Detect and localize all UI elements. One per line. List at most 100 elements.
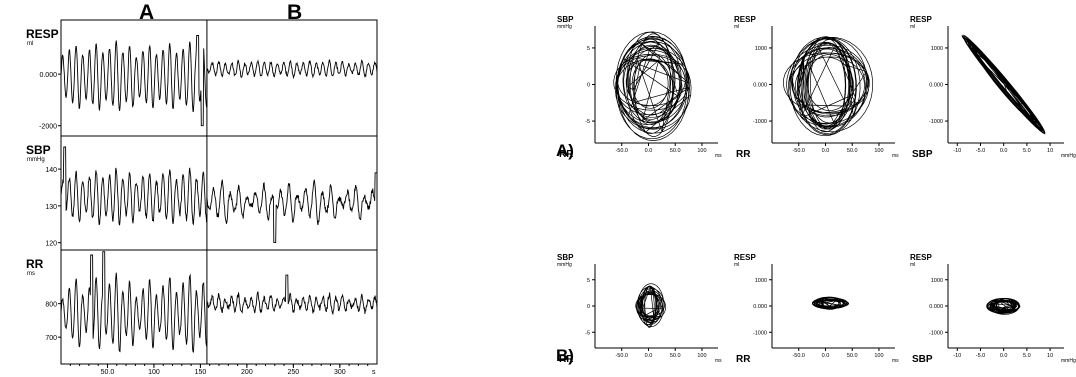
x-tick-label: 300 <box>334 369 346 376</box>
y-tick-label: 700 <box>45 335 57 342</box>
y-tick-label: 0.000 <box>929 304 943 310</box>
y-tick-label: -1000 <box>929 119 943 125</box>
plot-yunit: mmHg <box>557 262 572 268</box>
plot-xunit: ms <box>892 153 899 159</box>
y-tick-label: 1000 <box>931 278 943 284</box>
y-tick-label: -2000 <box>39 124 57 131</box>
section-label-b: B <box>287 1 302 24</box>
plot-yunit: ml <box>734 262 739 268</box>
x-tick-label: -10 <box>953 148 961 154</box>
plot-xunit: ms <box>715 358 722 364</box>
plot-xunit: mmHg <box>1061 153 1076 159</box>
signal-line <box>60 35 378 127</box>
y-tick-label: -1000 <box>929 330 943 336</box>
plot-xunit: ms <box>892 358 899 364</box>
phase-trajectory <box>782 36 874 137</box>
x-tick-label: -50.0 <box>615 353 628 359</box>
x-tick-label: 0.0 <box>1000 353 1008 359</box>
x-tick-label: 100 <box>697 353 706 359</box>
x-tick-label: -50.0 <box>792 148 805 154</box>
x-tick-label: -5.0 <box>976 148 985 154</box>
x-tick-label: 0.0 <box>1000 148 1008 154</box>
y-tick-label: 5 <box>587 278 590 284</box>
x-tick-label: 50.0 <box>101 369 115 376</box>
panel-yunit: ml <box>27 41 33 47</box>
phase-trajectory <box>635 283 667 328</box>
plot-xlabel: RR <box>559 354 574 365</box>
y-tick-label: 1000 <box>931 46 943 52</box>
y-tick-label: 0.000 <box>753 83 767 89</box>
row-label: B) <box>556 346 574 365</box>
section-label-a: A <box>139 1 154 24</box>
y-tick-label: 1000 <box>755 278 767 284</box>
y-tick-label: 1000 <box>755 46 767 52</box>
x-tick-label: -10 <box>953 353 961 359</box>
x-tick-label: 0.0 <box>645 148 653 154</box>
y-tick-label: 5 <box>587 46 590 52</box>
plot-xlabel: RR <box>736 354 751 365</box>
panel-ylabel: RESP <box>26 27 59 41</box>
x-tick-label: 50.0 <box>847 148 858 154</box>
x-tick-label: 10 <box>1047 353 1053 359</box>
plot-xunit: mmHg <box>1061 358 1076 364</box>
phase-trajectory <box>961 34 1046 135</box>
x-tick-label: 10 <box>1047 148 1053 154</box>
plot-ylabel: SBP <box>557 253 574 262</box>
x-tick-label: 0.0 <box>822 148 830 154</box>
phase-trajectory <box>986 297 1021 315</box>
x-tick-label: 100 <box>874 353 883 359</box>
x-tick-label: 5.0 <box>1023 148 1031 154</box>
plot-yunit: ml <box>910 24 915 30</box>
y-tick-label: -5 <box>585 330 590 336</box>
phase-trajectory <box>613 31 692 141</box>
y-tick-label: 0 <box>587 304 590 310</box>
y-tick-label: -1000 <box>753 330 767 336</box>
y-tick-label: 120 <box>45 241 57 248</box>
time-axis: 50.0 100 150 200 250 300 s <box>69 364 376 376</box>
plot-xlabel: SBP <box>912 354 933 365</box>
x-tick-label: 0.0 <box>645 353 653 359</box>
x-tick-label: 250 <box>288 369 300 376</box>
y-tick-label: 0 <box>587 83 590 89</box>
x-tick-label: 50.0 <box>670 353 681 359</box>
plot-ylabel: SBP <box>557 15 574 24</box>
x-tick-label: -5.0 <box>976 353 985 359</box>
plot-yunit: mmHg <box>557 24 572 30</box>
plot-xlabel: RR <box>559 149 574 160</box>
y-tick-label: -1000 <box>753 119 767 125</box>
panel-ylabel: RR <box>26 257 44 271</box>
row-label: A) <box>556 141 574 160</box>
x-tick-label: 50.0 <box>670 148 681 154</box>
y-tick-label: 0.000 <box>929 83 943 89</box>
x-tick-label: 150 <box>195 369 207 376</box>
plot-ylabel: RESP <box>734 15 756 24</box>
x-unit: s <box>372 369 376 376</box>
panel-frame <box>60 19 378 137</box>
signal-line <box>60 251 378 353</box>
x-tick-label: 200 <box>241 369 253 376</box>
phase-trajectory <box>811 296 850 310</box>
y-tick-label: -5 <box>585 119 590 125</box>
panel-yunit: ms <box>27 271 35 277</box>
plot-ylabel: RESP <box>910 15 932 24</box>
x-tick-label: -50.0 <box>615 148 628 154</box>
signal-line <box>60 146 377 244</box>
panel-ylabel: SBP <box>26 143 51 157</box>
plot-yunit: ml <box>910 262 915 268</box>
plot-xlabel: RR <box>736 149 751 160</box>
plot-ylabel: RESP <box>910 253 932 262</box>
x-tick-label: 100 <box>874 148 883 154</box>
panel-yunit: mmHg <box>27 157 45 163</box>
y-tick-label: 0.000 <box>39 72 57 79</box>
